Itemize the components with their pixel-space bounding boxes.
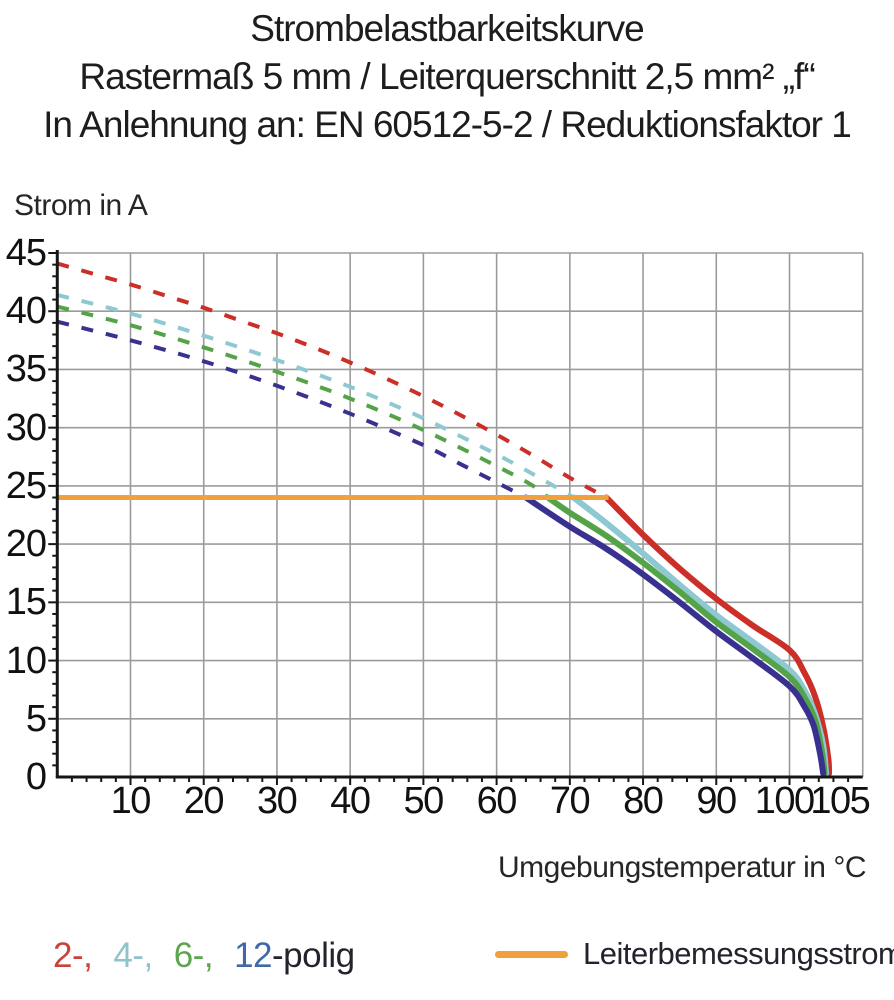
x-tick-label: 10 [110,780,152,822]
chart-title-line2: Rastermaß 5 mm / Leiterquerschnitt 2,5 m… [79,56,815,97]
rated-current-line-swatch [495,950,568,958]
y-tick-label: 45 [5,232,47,274]
y-tick-label: 30 [5,406,47,449]
y-axis-title: Strom in A [14,189,148,222]
x-tick-label: 100 [754,780,815,822]
legend-pole-label: 2-, [53,936,93,975]
series-solid-12-polig [522,494,827,777]
y-tick-label: 10 [5,639,47,682]
y-tick-label: 15 [5,581,47,624]
series-solid-6-polig [544,494,828,777]
series-dashed-2-polig [56,261,608,500]
series-solid-2-polig [603,494,833,777]
chart-title-block: Strombelastbarkeitskurve Rastermaß 5 mm … [0,5,894,149]
x-tick-label: 30 [257,780,298,822]
x-tick-label: 80 [623,780,664,822]
x-axis-title: Umgebungstemperatur in °C [497,851,867,884]
series-dashed-4-polig [56,292,576,500]
legend-pole-label: 6-, [173,936,214,975]
series-dashed-12-polig [56,319,527,500]
y-tick-label: 0 [25,755,47,798]
y-tick-label: 40 [5,290,47,333]
x-tick-label: 60 [476,780,518,822]
y-tick-label: 35 [5,348,47,391]
y-tick-label: 5 [25,697,47,740]
series-dashed-6-polig [56,304,550,500]
poles-legend-suffix: -polig [272,936,355,975]
x-tick-label: 40 [330,780,371,822]
legend-pole-label: 4-, [113,936,153,975]
x-tick-label: 20 [183,780,225,822]
x-tick-label: 50 [403,780,444,822]
chart-title-line1: Strombelastbarkeitskurve [250,8,644,49]
y-tick-label: 25 [5,464,47,507]
y-tick-label: 20 [5,523,47,566]
legend-pole-label: 12 [234,936,273,975]
rated-current-label: Leiterbemessungsstrom [583,936,894,971]
x-tick-label: 105 [810,780,870,822]
x-tick-label: 70 [549,780,591,822]
chart-title-line3: In Anlehnung an: EN 60512-5-2 / Reduktio… [43,104,852,145]
x-tick-label: 90 [696,780,737,822]
poles-legend: 2-, 4-, 6-, 12-polig [53,936,355,976]
rated-current-legend: Leiterbemessungsstrom [495,936,894,972]
derating-chart-plot [48,249,864,786]
